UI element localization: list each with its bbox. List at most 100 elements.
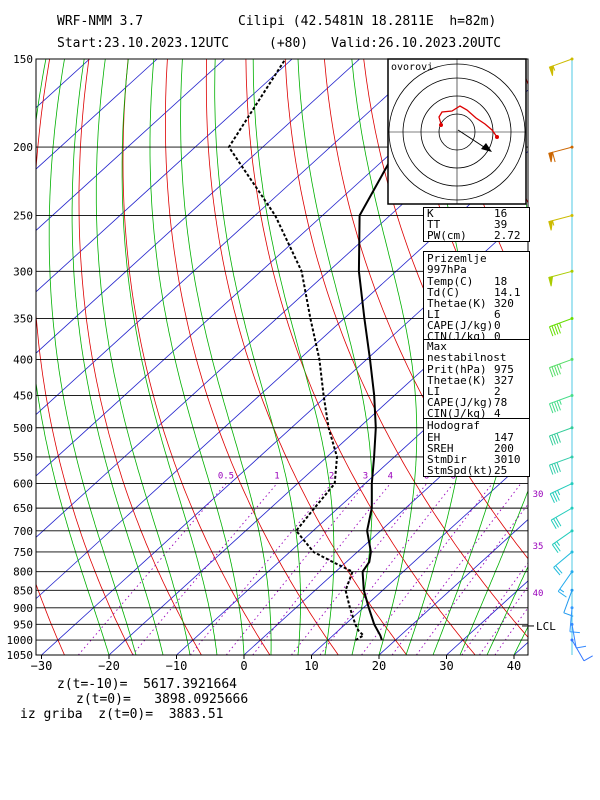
surface-panel: Prizemlje 997hPa Temp(C) 18 Td(C) 14.1 Thetae… bbox=[423, 251, 530, 343]
dry-adiabat-line bbox=[205, 59, 408, 655]
dry-adiabat-line bbox=[554, 38, 600, 658]
isotherm-line bbox=[378, 519, 528, 655]
moist-adiabat-line bbox=[95, 59, 191, 655]
isotherm-line bbox=[36, 59, 225, 231]
header-model: WRF-NMM 3.7 bbox=[57, 14, 144, 29]
lcl-label: LCL bbox=[536, 620, 556, 633]
mixing-ratio-label: 0.5 bbox=[218, 472, 234, 482]
hodograf-value: 147 bbox=[494, 431, 514, 444]
isotherm-line bbox=[36, 59, 293, 293]
index-row: PW(cm) 2.72 bbox=[424, 230, 529, 241]
wind-barb bbox=[548, 145, 574, 163]
temp-tick-label: 10 bbox=[304, 659, 318, 673]
unstable-row: CIN(J/kg) 4 bbox=[424, 408, 529, 419]
surface-title: Prizemlje 997hPa bbox=[427, 252, 487, 276]
temp-tick-label: −20 bbox=[98, 659, 120, 673]
pressure-tick-label: 200 bbox=[13, 141, 33, 154]
pressure-tick-label: 800 bbox=[13, 566, 33, 579]
mixing-ratio-label: 4 bbox=[388, 472, 393, 482]
moist-adiabat-line bbox=[149, 59, 245, 655]
wind-barb bbox=[551, 529, 574, 554]
pressure-tick-label: 150 bbox=[13, 53, 33, 66]
mixing-ratio-line bbox=[189, 483, 332, 655]
hodograf-value: 200 bbox=[494, 442, 514, 455]
wind-barb bbox=[550, 506, 574, 530]
unstable-row: Thetae(K) 327 bbox=[424, 375, 529, 386]
surface-row: CIN(J/kg) 0 bbox=[424, 331, 529, 342]
temp-tick-label: 30 bbox=[439, 659, 453, 673]
pressure-tick-label: 300 bbox=[13, 265, 33, 278]
mixing-ratio-line bbox=[131, 483, 278, 655]
mixing-ratio-line bbox=[479, 585, 528, 655]
unstable-value: 2 bbox=[494, 385, 501, 398]
surface-label: LI bbox=[427, 308, 441, 321]
header-valid: Valid:26.10.2023. bbox=[331, 36, 465, 51]
isotherm-line bbox=[36, 59, 360, 354]
storm-motion-arrow bbox=[457, 129, 488, 150]
temp-tick-label: 0 bbox=[240, 659, 247, 673]
hodograph-title: ovorovi bbox=[391, 62, 433, 73]
unstable-label: Thetae(K) bbox=[427, 374, 487, 387]
isotherm-line bbox=[36, 59, 428, 416]
footer-line2: z(t=0)= 3898.0925666 bbox=[76, 692, 249, 707]
wind-barb bbox=[548, 426, 574, 446]
surface-value: 320 bbox=[494, 297, 514, 310]
pressure-tick-label: 250 bbox=[13, 209, 33, 222]
dry-adiabat-line bbox=[36, 59, 134, 655]
mixing-ratio-label: 35 bbox=[533, 542, 544, 552]
index-label: TT bbox=[427, 218, 441, 231]
unstable-label: LI bbox=[427, 385, 441, 398]
surface-row: Thetae(K) 320 bbox=[424, 298, 529, 309]
hodograf-label: StmDir bbox=[427, 453, 467, 466]
wind-barb bbox=[548, 269, 574, 287]
hodograf-label: EH bbox=[427, 431, 441, 444]
surface-value: 0 bbox=[494, 330, 501, 343]
mixing-ratio-line bbox=[291, 483, 427, 655]
hodograph-trace bbox=[438, 105, 498, 138]
dewpoint-profile-line bbox=[227, 59, 366, 641]
surface-value: 14.1 bbox=[494, 286, 521, 299]
temp-tick-label: −10 bbox=[166, 659, 188, 673]
surface-row: Td(C) 14.1 bbox=[424, 287, 529, 298]
unstable-label: CIN(J/kg) bbox=[427, 407, 487, 420]
pressure-tick-label: 1050 bbox=[7, 649, 34, 662]
index-label: K bbox=[427, 207, 434, 220]
surface-label: Td(C) bbox=[427, 286, 461, 299]
wind-barb bbox=[570, 622, 587, 649]
header-lead: (+80) bbox=[269, 36, 309, 51]
pressure-tick-label: 850 bbox=[13, 584, 33, 597]
unstable-label: CAPE(J/kg) bbox=[427, 396, 494, 409]
hodograf-row: StmSpd(kt) 25 bbox=[424, 465, 529, 476]
wind-barb bbox=[549, 482, 574, 504]
isotherm-line bbox=[36, 59, 158, 170]
wind-barb bbox=[548, 393, 574, 414]
index-value: 2.72 bbox=[494, 229, 521, 242]
unstable-row: LI 2 bbox=[424, 386, 529, 397]
wind-barb bbox=[548, 455, 574, 475]
moist-adiabat-line bbox=[121, 59, 218, 655]
pressure-tick-label: 750 bbox=[13, 546, 33, 559]
unstable-value: 327 bbox=[494, 374, 514, 387]
surface-label: Temp(C) bbox=[427, 275, 474, 288]
wind-barb bbox=[570, 638, 593, 662]
hodograf-panel: Hodograf EH 147 SREH 200 StmDir 3010 StmSpd(kt)… bbox=[423, 418, 530, 477]
index-row: TT 39 bbox=[424, 219, 529, 230]
pressure-tick-label: 700 bbox=[13, 525, 33, 538]
unstable-value: 4 bbox=[494, 407, 501, 420]
temp-tick-label: 40 bbox=[507, 659, 521, 673]
surface-label: CAPE(J/kg) bbox=[427, 319, 494, 332]
dry-adiabat-line bbox=[165, 59, 339, 655]
mixing-ratio-label: 2 bbox=[329, 472, 334, 482]
surface-label: Thetae(K) bbox=[427, 297, 487, 310]
mixing-ratio-line bbox=[225, 483, 366, 655]
surface-row: LI 6 bbox=[424, 309, 529, 320]
wind-barb bbox=[548, 57, 574, 76]
wind-barb bbox=[557, 570, 574, 598]
hodograf-row: StmDir 3010 bbox=[424, 454, 529, 465]
unstable-value: 78 bbox=[494, 396, 508, 409]
indices-panel: K 16 TT 39 PW(cm) 2.72 bbox=[423, 207, 530, 242]
unstable-row: CAPE(J/kg) 78 bbox=[424, 397, 529, 408]
mixing-ratio-line bbox=[494, 606, 528, 655]
surface-row: Temp(C) 18 bbox=[424, 276, 529, 287]
